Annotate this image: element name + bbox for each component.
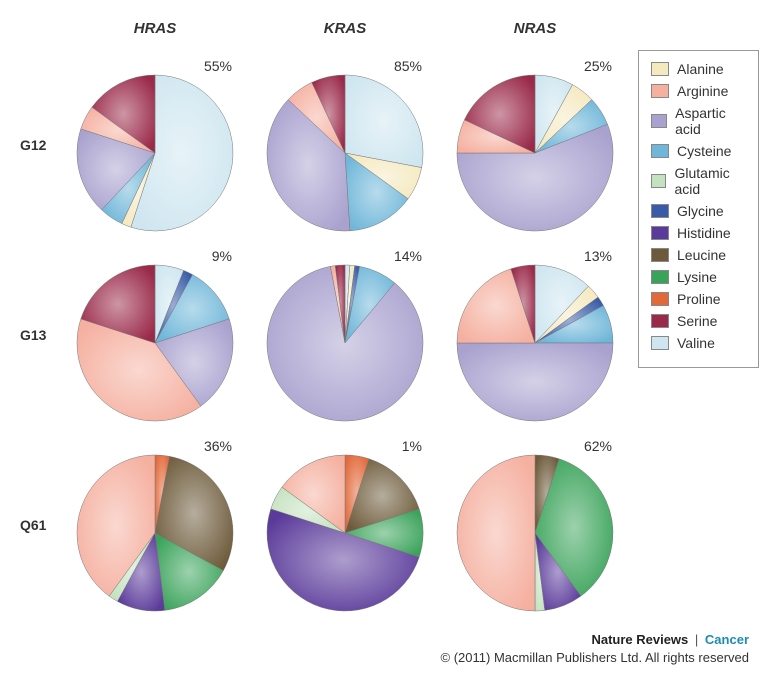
copyright: © (2011) Macmillan Publishers Ltd. All r… — [20, 650, 749, 665]
pct-label: 9% — [212, 248, 232, 264]
col-header-kras: KRAS — [250, 20, 440, 50]
legend-swatch — [651, 226, 669, 240]
pie-g13-kras: 14% — [250, 240, 440, 430]
legend-swatch — [651, 174, 666, 188]
legend-label: Glycine — [677, 203, 724, 219]
legend-swatch — [651, 336, 669, 350]
legend-item: Cysteine — [651, 143, 746, 159]
pie-g12-kras: 85% — [250, 50, 440, 240]
legend-label: Aspartic acid — [675, 105, 746, 137]
legend-item: Glutamic acid — [651, 165, 746, 197]
pie-q61-kras: 1% — [250, 430, 440, 620]
legend-swatch — [651, 314, 669, 328]
legend-swatch — [651, 248, 669, 262]
pct-label: 62% — [584, 438, 612, 454]
legend-label: Leucine — [677, 247, 726, 263]
pie-g12-nras: 25% — [440, 50, 630, 240]
pct-label: 13% — [584, 248, 612, 264]
journal-topic: Cancer — [705, 632, 749, 647]
row-header-g13: G13 — [20, 240, 60, 430]
pct-label: 25% — [584, 58, 612, 74]
pie-g12-hras: 55% — [60, 50, 250, 240]
pct-label: 85% — [394, 58, 422, 74]
legend-label: Proline — [677, 291, 721, 307]
legend-label: Valine — [677, 335, 715, 351]
legend-item: Glycine — [651, 203, 746, 219]
legend-label: Histidine — [677, 225, 731, 241]
row-header-g12: G12 — [20, 50, 60, 240]
legend-item: Leucine — [651, 247, 746, 263]
legend-swatch — [651, 84, 669, 98]
legend-swatch — [651, 144, 669, 158]
legend-swatch — [651, 62, 669, 76]
legend-swatch — [651, 114, 667, 128]
col-header-hras: HRAS — [60, 20, 250, 50]
journal-name: Nature Reviews — [591, 632, 688, 647]
legend-item: Serine — [651, 313, 746, 329]
legend-item: Histidine — [651, 225, 746, 241]
legend-item: Alanine — [651, 61, 746, 77]
legend-label: Lysine — [677, 269, 717, 285]
legend-item: Valine — [651, 335, 746, 351]
legend-label: Glutamic acid — [674, 165, 746, 197]
legend-label: Cysteine — [677, 143, 731, 159]
pct-label: 1% — [402, 438, 422, 454]
pie-grid: HRAS KRAS NRAS G12 55% 85% 25% G13 9% 14… — [20, 20, 630, 620]
pct-label: 55% — [204, 58, 232, 74]
footer: Nature Reviews | Cancer © (2011) Macmill… — [20, 632, 759, 665]
legend-item: Arginine — [651, 83, 746, 99]
legend-label: Arginine — [677, 83, 728, 99]
row-header-q61: Q61 — [20, 430, 60, 620]
legend: Alanine Arginine Aspartic acid Cysteine Glut… — [638, 50, 759, 368]
pct-label: 14% — [394, 248, 422, 264]
pie-g13-nras: 13% — [440, 240, 630, 430]
legend-item: Proline — [651, 291, 746, 307]
pie-q61-hras: 36% — [60, 430, 250, 620]
legend-swatch — [651, 204, 669, 218]
pie-g13-hras: 9% — [60, 240, 250, 430]
col-header-nras: NRAS — [440, 20, 630, 50]
legend-swatch — [651, 292, 669, 306]
pct-label: 36% — [204, 438, 232, 454]
pie-q61-nras: 62% — [440, 430, 630, 620]
legend-label: Serine — [677, 313, 717, 329]
legend-swatch — [651, 270, 669, 284]
legend-item: Lysine — [651, 269, 746, 285]
legend-item: Aspartic acid — [651, 105, 746, 137]
legend-label: Alanine — [677, 61, 724, 77]
